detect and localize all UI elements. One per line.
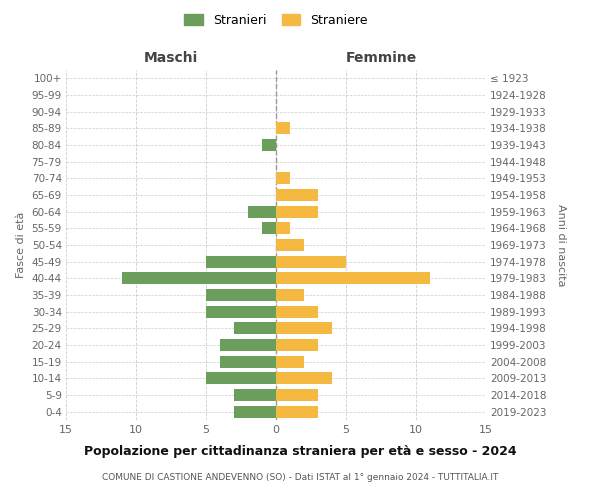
Bar (276, 306, 318, 318)
Bar (276, 322, 332, 334)
Bar (248, 206, 276, 218)
Text: Popolazione per cittadinanza straniera per età e sesso - 2024: Popolazione per cittadinanza straniera p… (83, 445, 517, 458)
Bar (220, 339, 276, 351)
Bar (122, 272, 276, 284)
Bar (276, 356, 304, 368)
Y-axis label: Fasce di età: Fasce di età (16, 212, 26, 278)
Bar (206, 289, 276, 301)
Bar (206, 306, 276, 318)
Bar (234, 389, 276, 401)
Text: Femmine: Femmine (346, 51, 416, 65)
Bar (276, 372, 332, 384)
Bar (276, 172, 290, 184)
Bar (234, 322, 276, 334)
Text: COMUNE DI CASTIONE ANDEVENNO (SO) - Dati ISTAT al 1° gennaio 2024 - TUTTITALIA.I: COMUNE DI CASTIONE ANDEVENNO (SO) - Dati… (102, 472, 498, 482)
Bar (276, 122, 290, 134)
Bar (276, 406, 318, 417)
Bar (276, 272, 430, 284)
Bar (276, 289, 304, 301)
Y-axis label: Anni di nascita: Anni di nascita (556, 204, 566, 286)
Bar (276, 206, 318, 218)
Bar (276, 189, 318, 201)
Bar (220, 356, 276, 368)
Bar (262, 222, 276, 234)
Legend: Stranieri, Straniere: Stranieri, Straniere (179, 8, 373, 32)
Bar (276, 389, 318, 401)
Bar (206, 372, 276, 384)
Bar (262, 139, 276, 151)
Bar (276, 239, 304, 251)
Bar (276, 256, 346, 268)
Text: Maschi: Maschi (144, 51, 198, 65)
Bar (234, 406, 276, 417)
Bar (276, 222, 290, 234)
Bar (206, 256, 276, 268)
Bar (276, 339, 318, 351)
